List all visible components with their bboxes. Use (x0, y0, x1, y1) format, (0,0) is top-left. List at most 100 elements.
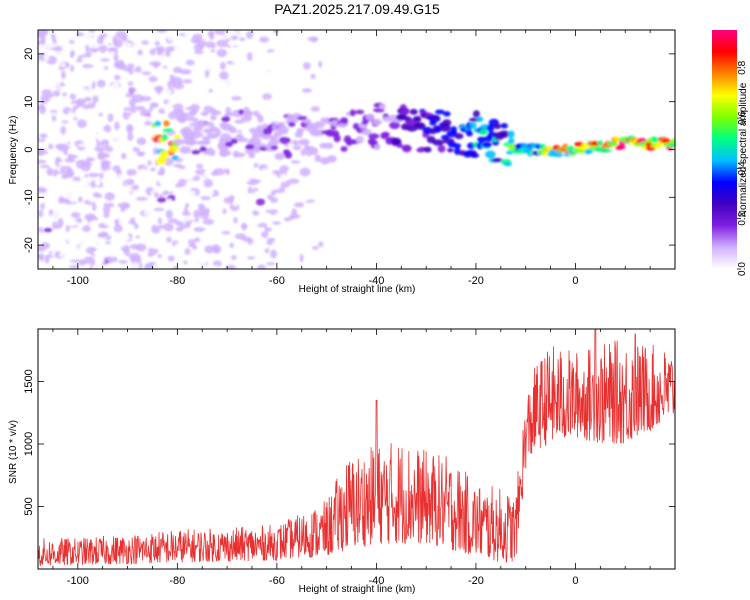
spectrogram-signal-cell (279, 129, 287, 135)
spectrogram-noise-cell (114, 115, 123, 123)
spectrogram-signal-cell (610, 141, 618, 147)
spectrogram-noise-cell (39, 164, 51, 169)
spectrogram-noise-cell (52, 101, 61, 108)
spectrogram-noise-cell (38, 231, 42, 237)
spectrogram-noise-cell (266, 49, 275, 53)
spectrogram-noise-cell (257, 226, 266, 233)
spectrogram-noise-cell (153, 85, 164, 92)
spectrogram-noise-cell (203, 170, 209, 179)
spectrogram-noise-cell (185, 41, 194, 50)
spectrogram-noise-cell (139, 168, 149, 173)
spectrogram-signal-cell (192, 126, 203, 132)
spectrogram-signal-cell (372, 118, 382, 126)
spectrogram-noise-cell (212, 245, 222, 254)
spectrogram-signal-cell (437, 144, 446, 153)
spectrogram-noise-cell (247, 237, 254, 245)
spectrogram-signal-cell (298, 138, 310, 146)
spectrogram-signal-cell (597, 140, 604, 146)
spectrogram-signal-cell (306, 150, 313, 157)
spectrogram-noise-cell (253, 191, 261, 197)
spectrogram-noise-cell (123, 107, 134, 111)
spectrogram-noise-cell (95, 250, 108, 259)
spectrogram-noise-cell (141, 40, 150, 45)
spectrogram-signal-cell (291, 140, 300, 145)
spectrogram-noise-cell (264, 248, 270, 254)
spectrogram-noise-cell (157, 217, 163, 225)
spectrogram-noise-cell (124, 193, 131, 199)
spectrogram-signal-cell (373, 108, 385, 113)
spectrogram-x-tick-label: 0 (572, 275, 578, 287)
spectrogram-noise-cell (47, 143, 54, 150)
spectrogram-noise-cell (61, 95, 69, 99)
spectrogram-signal-cell (613, 136, 622, 142)
spectrogram-signal-cell (539, 143, 547, 149)
spectrogram-noise-cell (263, 255, 269, 262)
spectrogram-noise-cell (256, 172, 262, 179)
spectrogram-noise-cell (226, 247, 234, 251)
spectrogram-noise-cell (150, 167, 156, 172)
spectrogram-noise-cell (253, 86, 262, 91)
spectrogram-noise-cell (310, 73, 316, 80)
spectrogram-noise-cell (55, 176, 61, 182)
spectrogram-noise-cell (89, 231, 99, 235)
colorbar-tick-label: 0.2 (737, 211, 748, 225)
spectrogram-noise-cell (202, 47, 214, 54)
spectrogram-noise-cell (297, 64, 302, 70)
spectrogram-signal-cell (374, 144, 381, 151)
spectrogram-signal-cell (209, 125, 218, 133)
spectrogram-noise-cell (50, 33, 56, 40)
spectrogram-noise-cell (271, 226, 281, 234)
spectrogram-noise-cell (250, 69, 261, 75)
spectrogram-signal-cell (670, 138, 675, 144)
spectrogram-noise-cell (104, 219, 116, 227)
spectrogram-noise-cell (117, 177, 124, 186)
spectrogram-noise-cell (73, 117, 78, 121)
spectrogram-noise-cell (77, 196, 83, 203)
spectrogram-noise-cell (272, 30, 280, 34)
spectrogram-noise-cell (257, 264, 266, 269)
spectrogram-noise-cell (134, 66, 143, 73)
spectrogram-noise-cell (153, 170, 159, 180)
spectrogram-noise-cell (219, 71, 229, 80)
spectrogram-signal-cell (337, 123, 347, 128)
spectrogram-noise-cell (299, 253, 304, 263)
spectrogram-signal-cell (288, 121, 296, 128)
spectrogram-noise-cell (155, 185, 162, 194)
spectrogram-signal-cell (498, 130, 510, 138)
spectrogram-noise-cell (193, 69, 203, 76)
spectrogram-noise-cell (156, 30, 168, 33)
spectrogram-noise-cell (57, 85, 64, 90)
spectrogram-noise-cell (183, 260, 188, 265)
spectrogram-noise-cell (82, 137, 89, 145)
spectrogram-noise-cell (231, 96, 242, 101)
spectrogram-noise-cell (167, 80, 175, 88)
spectrogram-x-tick-label: -20 (468, 275, 484, 287)
spectrogram-noise-cell (263, 116, 275, 120)
spectrogram-noise-cell (38, 77, 47, 82)
spectrogram-signal-cell (389, 121, 401, 130)
spectrogram-signal-cell (442, 119, 452, 127)
spectrogram-signal-cell (225, 141, 234, 148)
spectrogram-signal-cell (182, 126, 192, 134)
spectrogram-noise-cell (226, 176, 237, 183)
spectrogram-noise-cell (259, 61, 266, 66)
spectrogram-noise-cell (210, 49, 216, 53)
spectrogram-noise-cell (235, 79, 245, 83)
spectrogram-noise-cell (159, 229, 168, 237)
spectrogram-noise-cell (157, 177, 164, 185)
spectrogram-signal-cell (391, 137, 402, 146)
spectrogram-signal-cell (469, 122, 477, 129)
spectrogram-noise-cell (135, 243, 147, 252)
spectrogram-noise-cell (53, 202, 63, 211)
spectrogram-signal-cell (507, 137, 515, 144)
spectrogram-signal-cell (415, 122, 426, 130)
spectrogram-noise-cell (96, 79, 106, 88)
spectrogram-noise-cell (247, 186, 253, 194)
spectrogram-noise-cell (121, 167, 127, 175)
spectrogram-noise-cell (25, 173, 36, 177)
spectrogram-noise-cell (163, 222, 174, 232)
spectrogram-noise-cell (265, 262, 276, 266)
snr-x-tick-label: -100 (67, 575, 89, 587)
spectrogram-noise-cell (131, 184, 140, 191)
